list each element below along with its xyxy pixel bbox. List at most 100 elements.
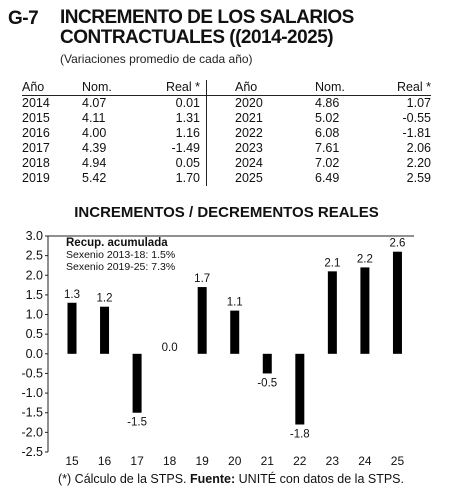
table-cell: -0.55 bbox=[402, 111, 432, 125]
data-label: 2.2 bbox=[357, 253, 373, 265]
chart-footer: (*) Cálculo de la STPS. Fuente: UNITÉ co… bbox=[58, 472, 404, 486]
table-cell: 4.94 bbox=[82, 156, 107, 170]
table-cell: 1.16 bbox=[175, 126, 200, 140]
table-cell: 4.00 bbox=[82, 126, 107, 140]
y-tick-label: -1.0 bbox=[21, 386, 43, 400]
table-cell: 2020 bbox=[235, 96, 263, 110]
table-cell: 6.08 bbox=[315, 126, 340, 140]
column-divider bbox=[206, 126, 207, 141]
x-tick-label: 17 bbox=[130, 454, 144, 468]
title-line-1: INCREMENTO DE LOS SALARIOS bbox=[60, 7, 354, 28]
col-header: Año bbox=[22, 80, 82, 96]
column-divider bbox=[206, 171, 207, 186]
bar bbox=[67, 302, 77, 354]
data-label: 2.6 bbox=[389, 238, 405, 250]
table-cell: 7.61 bbox=[315, 141, 340, 155]
x-tick-label: 24 bbox=[358, 454, 372, 468]
x-tick-label: 15 bbox=[65, 454, 79, 468]
column-divider bbox=[206, 95, 207, 111]
table-cell: 4.11 bbox=[82, 111, 106, 125]
annotation-line: Sexenio 2019-25: 7.3% bbox=[66, 261, 175, 273]
x-tick-label: 23 bbox=[326, 454, 340, 468]
x-tick-label: 19 bbox=[196, 454, 210, 468]
plot-area: 3.0 2.5 2.0 1.5 1.0 0.5 0.0 -0.5 -1.0 -1.5 -2.0 -2.… bbox=[21, 229, 414, 468]
bar bbox=[392, 251, 402, 354]
y-tick-label: -1.5 bbox=[21, 406, 43, 420]
y-tick-label: 1.0 bbox=[26, 308, 43, 322]
title-line-2: CONTRACTUALES ((2014-2025) bbox=[60, 27, 334, 48]
y-tick-label: 1.5 bbox=[26, 288, 43, 302]
table-cell: 0.01 bbox=[175, 96, 200, 110]
x-tick-label: 21 bbox=[261, 454, 275, 468]
data-label: 1.7 bbox=[194, 273, 210, 285]
data-label: -0.5 bbox=[257, 377, 277, 389]
table-cell: 1.70 bbox=[175, 171, 200, 185]
bar bbox=[327, 271, 337, 354]
table-cell: 2.06 bbox=[406, 141, 431, 155]
table-cell: 1.07 bbox=[406, 96, 431, 110]
table-cell: 2024 bbox=[235, 156, 263, 170]
col-header: Nom. bbox=[82, 80, 148, 96]
table-cell: 2016 bbox=[22, 126, 50, 140]
table-cell: 6.49 bbox=[315, 171, 340, 185]
table-cell: 2015 bbox=[22, 111, 50, 125]
y-tick-label: -0.5 bbox=[21, 366, 43, 380]
x-tick-label: 20 bbox=[228, 454, 242, 468]
x-tick-label: 22 bbox=[293, 454, 307, 468]
bar bbox=[360, 267, 370, 354]
data-label: 1.3 bbox=[64, 289, 80, 301]
table-cell: 0.05 bbox=[175, 156, 200, 170]
x-tick-label: 25 bbox=[391, 454, 405, 468]
table-cell: 2.59 bbox=[406, 171, 431, 185]
bar bbox=[100, 306, 110, 354]
bar bbox=[230, 310, 240, 354]
table-row: 2014 4.07 0.01 2020 4.86 1.07 bbox=[22, 95, 431, 111]
table-cell: 2019 bbox=[22, 171, 50, 185]
table-cell: 4.07 bbox=[82, 96, 107, 110]
x-tick-label: 16 bbox=[98, 454, 112, 468]
table-cell: 7.02 bbox=[315, 156, 340, 170]
table-cell: 2018 bbox=[22, 156, 50, 170]
chart-main-title: INCREMENTO DE LOS SALARIOS CONTRACTUALES… bbox=[60, 8, 354, 48]
col-header: Real * bbox=[148, 80, 206, 96]
table-row: 2016 4.00 1.16 2022 6.08 -1.81 bbox=[22, 126, 431, 141]
bar bbox=[295, 353, 305, 425]
column-divider bbox=[206, 156, 207, 171]
bar bbox=[197, 287, 207, 354]
table-cell: -1.49 bbox=[171, 141, 201, 155]
data-label: 2.1 bbox=[324, 257, 340, 269]
table-cell: 5.02 bbox=[315, 111, 340, 125]
table-header-row: Año Nom. Real * Año Nom. Real * bbox=[22, 80, 431, 96]
bar bbox=[262, 353, 272, 374]
col-header: Nom. bbox=[315, 80, 381, 96]
column-divider bbox=[206, 141, 207, 156]
table-cell: 2017 bbox=[22, 141, 50, 155]
table-cell: 2023 bbox=[235, 141, 263, 155]
data-label: 1.2 bbox=[97, 293, 113, 305]
bar-chart-title: INCREMENTOS / DECREMENTOS REALES bbox=[74, 204, 379, 221]
col-header: Año bbox=[207, 80, 315, 96]
y-tick-label: 2.5 bbox=[26, 249, 43, 263]
salary-table: Año Nom. Real * Año Nom. Real * 2014 4.0… bbox=[22, 80, 431, 186]
footnote: (*) Cálculo de la STPS. bbox=[58, 472, 187, 486]
column-divider bbox=[206, 111, 207, 126]
y-tick-label: 0.0 bbox=[26, 347, 43, 361]
x-tick-label: 18 bbox=[163, 454, 177, 468]
data-label: -1.5 bbox=[127, 417, 147, 429]
table-cell: 4.39 bbox=[82, 141, 107, 155]
y-tick-label: -2.0 bbox=[21, 425, 43, 439]
table-cell: -1.81 bbox=[402, 126, 432, 140]
chart-code: G-7 bbox=[8, 8, 39, 29]
table-cell: 2025 bbox=[235, 171, 263, 185]
table-row: 2019 5.42 1.70 2025 6.49 2.59 bbox=[22, 171, 431, 186]
data-label: -1.8 bbox=[290, 429, 310, 441]
table-cell: 5.42 bbox=[82, 171, 107, 185]
y-tick-label: 0.5 bbox=[26, 327, 43, 341]
annotation-line: Sexenio 2013-18: 1.5% bbox=[66, 249, 175, 261]
table-cell: 2021 bbox=[235, 111, 263, 125]
data-label: 1.1 bbox=[227, 297, 243, 309]
source-text: UNITÉ con datos de la STPS. bbox=[238, 472, 404, 486]
chart-subtitle: (Variaciones promedio de cada año) bbox=[60, 52, 253, 66]
col-header: Real * bbox=[381, 80, 431, 96]
